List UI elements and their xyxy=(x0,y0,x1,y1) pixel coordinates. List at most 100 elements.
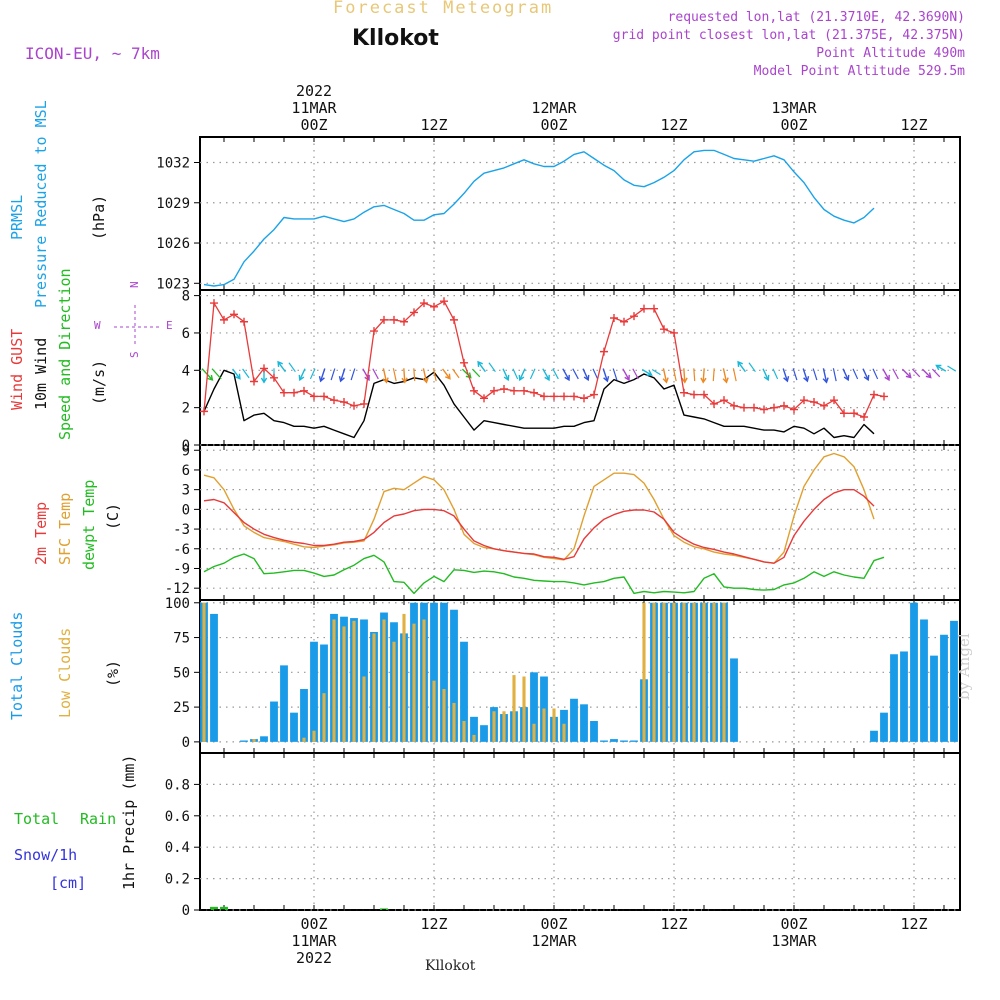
wind-direction-arrow xyxy=(582,368,589,381)
low-clouds-bar xyxy=(722,602,726,742)
total-clouds-bar xyxy=(890,654,898,742)
y-tick-label: 2 xyxy=(182,401,190,417)
low-clouds-bar xyxy=(712,602,716,742)
compass-e: E xyxy=(166,319,173,332)
wind-direction-arrow xyxy=(413,368,416,382)
wind-gust-marker xyxy=(340,398,348,407)
wind-direction-arrowhead xyxy=(364,374,370,382)
low-clouds-label: Low Clouds xyxy=(56,627,74,718)
wind-gust-marker xyxy=(530,388,538,397)
wind-direction-arrowhead xyxy=(260,377,268,384)
total-clouds-bar xyxy=(210,613,218,742)
sfc-temp-label: SFC Temp xyxy=(56,492,74,565)
rain-bar xyxy=(210,906,218,910)
low-clouds-bar xyxy=(562,723,566,742)
y-tick-label: 8 xyxy=(182,289,190,305)
wind-gust-marker xyxy=(760,405,768,414)
wind-gust-marker xyxy=(550,392,558,401)
wind-gust-marker xyxy=(720,396,728,405)
wind-direction-arrow xyxy=(350,368,356,381)
wind-gust-marker xyxy=(330,396,338,405)
wind-direction-arrow xyxy=(901,368,912,378)
low-clouds-bar xyxy=(392,641,396,742)
wind-direction-arrow xyxy=(488,362,496,373)
wind-gust-marker xyxy=(730,401,738,410)
wind-direction-arrow xyxy=(330,368,336,381)
total-clouds-bar xyxy=(570,698,578,742)
wind-gust-marker xyxy=(250,377,258,386)
y-tick-label: 0 xyxy=(182,502,190,518)
wind-gust-marker xyxy=(380,315,388,324)
precip-rain-label: Rain xyxy=(80,810,117,828)
wind-gust-marker xyxy=(510,386,518,395)
y-tick-label: 100 xyxy=(165,596,190,612)
wind-gust-marker xyxy=(600,347,608,356)
wind-direction-arrow xyxy=(502,368,509,381)
wind-gust-marker xyxy=(680,388,688,397)
total-clouds-bar xyxy=(630,740,638,742)
wind-gust-marker xyxy=(740,403,748,412)
wind-direction-arrow xyxy=(211,368,222,380)
wind-direction-arrowhead xyxy=(822,377,829,384)
wind-direction-arrow xyxy=(802,368,809,382)
wind-gust-marker xyxy=(240,317,248,326)
wind-gust-marker xyxy=(700,390,708,399)
total-clouds-bar xyxy=(920,619,928,742)
total-clouds-bar xyxy=(460,641,468,742)
wind-direction-arrow xyxy=(592,368,599,380)
wind-gust-marker xyxy=(560,392,568,401)
total-clouds-label: Total Clouds xyxy=(8,611,26,720)
compass-cross xyxy=(114,305,160,345)
wind-gust-marker xyxy=(850,409,858,418)
wind-direction-arrow xyxy=(572,368,579,380)
bottom-time-label: 00Z xyxy=(540,915,567,933)
wind-gust-marker xyxy=(320,392,328,401)
low-clouds-bar xyxy=(692,602,696,742)
bottom-time-label: 13MAR xyxy=(771,932,817,950)
wind-direction-arrow xyxy=(442,368,451,380)
low-clouds-bar xyxy=(202,602,206,742)
wind-gust-marker xyxy=(800,396,808,405)
top-time-label: 2022 xyxy=(296,82,332,100)
total-clouds-bar xyxy=(950,620,958,742)
wind-direction-arrowhead xyxy=(503,374,510,382)
total-clouds-bar xyxy=(280,665,288,742)
prmsl-label: PRMSL xyxy=(8,194,26,240)
low-clouds-bar xyxy=(322,693,326,742)
wind-gust-marker xyxy=(370,327,378,336)
wind-direction-arrow xyxy=(762,368,769,381)
top-time-label: 13MAR xyxy=(771,99,817,117)
dewpt-temp-line xyxy=(203,553,885,595)
y-tick-label: 6 xyxy=(182,463,190,479)
bottom-time-label: 12Z xyxy=(900,915,927,933)
wind-gust-marker xyxy=(210,299,218,308)
rain-bar xyxy=(380,908,388,910)
total-clouds-bar xyxy=(600,740,608,742)
wind-direction-arrowhead xyxy=(477,360,483,367)
wind-direction-arrow xyxy=(562,368,570,381)
low-clouds-bar xyxy=(552,708,556,742)
total-clouds-bar xyxy=(730,658,738,742)
gust-label: Wind GUST xyxy=(8,328,26,410)
y-tick-label: 0.4 xyxy=(165,840,190,856)
wind-direction-arrowhead xyxy=(905,372,912,379)
wind-direction-arrowhead xyxy=(544,374,550,382)
wind-gust-marker xyxy=(620,317,628,326)
wind-direction-arrowhead xyxy=(884,374,890,382)
wind-direction-arrow xyxy=(403,368,406,383)
y-tick-label: 0.8 xyxy=(165,777,190,793)
low-clouds-bar xyxy=(442,689,446,742)
rain-bar xyxy=(220,906,228,910)
wind-direction-arrowhead xyxy=(935,364,942,371)
wind-direction-arrow xyxy=(392,368,397,382)
wind-direction-arrow xyxy=(552,368,559,380)
compass-w: W xyxy=(94,319,101,332)
wind-direction-arrowhead xyxy=(583,374,590,382)
wind-gust-marker xyxy=(840,409,848,418)
total-clouds-bar xyxy=(930,655,938,742)
wind-gust-marker xyxy=(710,399,718,408)
low-clouds-bar xyxy=(642,602,646,742)
y-tick-label: 50 xyxy=(173,665,190,681)
low-clouds-bar xyxy=(332,619,336,742)
wind-gust-marker xyxy=(860,412,868,421)
